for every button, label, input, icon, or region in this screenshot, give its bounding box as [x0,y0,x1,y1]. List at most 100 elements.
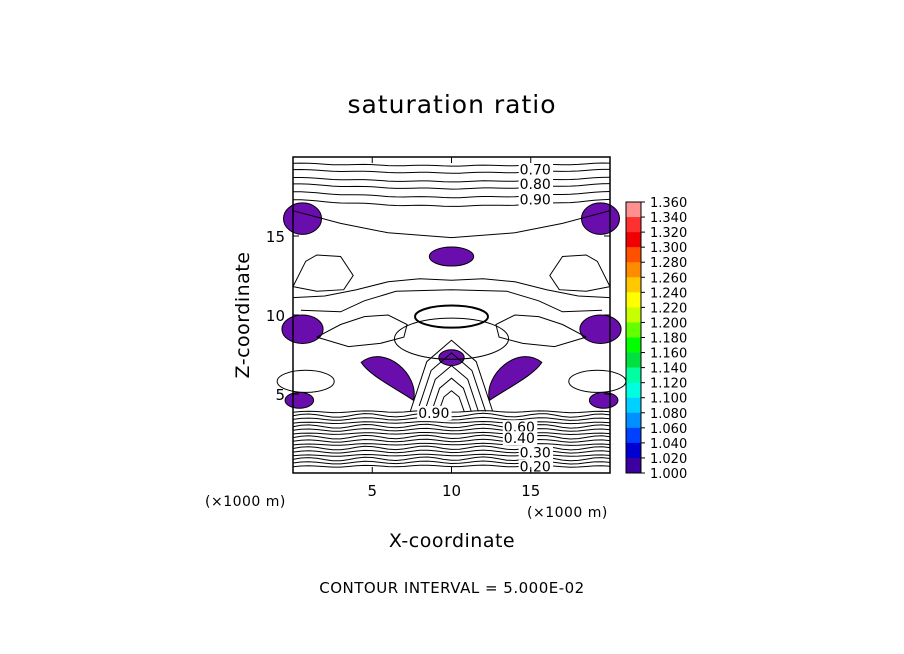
x-tick-label-10: 10 [442,482,461,500]
x-tick-label-15: 15 [521,482,540,500]
lower-contour-0 [292,464,611,468]
colorbar-label-12: 1.120 [650,377,687,392]
colorbar-label-3: 1.300 [650,241,687,256]
contour-label-bg-5 [502,431,538,446]
contour-label-bg-1 [518,176,554,191]
y-axis-ticks: 5 10 15 [266,228,610,404]
updraft-contour-2 [424,364,479,412]
colorbar-label-5: 1.260 [650,271,687,286]
y-tick-label-15: 15 [266,228,285,246]
contour-label-bg-2 [518,192,554,207]
upper-right-arch [549,254,611,292]
colorbar-label-13: 1.100 [650,392,687,407]
contour-label-bg-0 [518,162,554,177]
contour-label-7: 0.20 [520,460,551,476]
contour-label-5: 0.40 [504,431,535,447]
lower-contour-5 [292,445,611,451]
contour-label-bg-4 [502,420,538,435]
lower-contour-4 [292,449,611,454]
colorbar-swatch-1 [626,217,641,233]
supersaturated-region-5 [438,349,465,367]
contour-labels: 0.700.800.900.900.600.400.300.20 [417,162,554,476]
colorbar-label-7: 1.220 [650,301,687,316]
dome-contour-top [292,210,611,239]
contour-label-3: 0.90 [418,406,449,422]
lower-contour-1 [292,460,611,465]
colorbar-swatch-7 [626,307,641,323]
colorbar-swatch-5 [626,277,641,293]
contour-lines [276,162,627,468]
lower-contour-12 [292,420,611,425]
central-oval-outer-contour [393,317,510,360]
x-axis-ticks: 5 10 15 [367,157,540,500]
left-cell-contour [316,314,408,348]
colorbar-label-4: 1.280 [650,256,687,271]
supersaturated-region-4 [579,314,622,344]
contour-label-1: 0.80 [520,177,551,193]
colorbar-label-8: 1.200 [650,316,687,331]
x-unit-label-right: (×1000 m) [527,505,608,521]
colorbar-swatch-10 [626,352,641,368]
colorbar-label-6: 1.240 [650,286,687,301]
contour-label-bg-3 [417,405,452,420]
colorbar-label-1: 1.340 [650,211,687,226]
chart-title: saturation ratio [347,90,556,119]
contour-label-bg-7 [518,459,554,474]
upper-contour-0 [292,162,611,167]
y-tick-label-10: 10 [266,307,285,325]
plot-area: 0.700.800.900.900.600.400.300.20 [276,156,627,476]
supersaturated-region-7 [588,391,619,409]
contour-label-6: 0.30 [520,445,551,461]
lower-contour-6 [292,442,611,446]
colorbar-swatch-11 [626,367,641,383]
colorbar-swatch-4 [626,262,641,278]
colorbar-swatch-12 [626,382,641,399]
colorbar-swatch-3 [626,247,641,263]
upper-contour-5 [292,198,611,207]
colorbar-label-2: 1.320 [650,226,687,241]
contour-interval-note: CONTOUR INTERVAL = 5.000E-02 [319,579,584,597]
lower-contour-9 [292,431,611,436]
colorbar-label-10: 1.160 [650,347,687,362]
upper-left-arch [292,254,354,292]
colorbar-swatch-14 [626,412,641,429]
lower-contour-8 [292,434,611,440]
contour-label-0: 0.70 [520,163,551,179]
colorbar-swatch-13 [626,397,641,414]
upper-contour-3 [293,183,611,190]
left-low-contour [276,369,335,393]
colorbar-label-0: 1.360 [650,196,687,211]
upper-contour-1 [292,168,610,174]
colorbar: 1.3601.3401.3201.3001.2801.2601.2401.220… [625,196,687,482]
colorbar-label-18: 1.000 [650,467,687,482]
colorbar-label-17: 1.020 [650,452,687,467]
plot-background [293,157,610,473]
colorbar-label-15: 1.060 [650,422,687,437]
x-tick-label-5: 5 [367,482,377,500]
supersaturated-region-3 [281,314,324,344]
colorbar-swatch-16 [626,442,641,459]
central-oval-contour [414,304,489,329]
updraft-contour-0 [409,339,494,412]
upper-contour-2 [293,176,611,183]
colorbar-swatch-17 [626,457,641,474]
updraft-contour-3 [431,377,472,412]
y-axis-label: Z-coordinate [232,252,254,379]
colorbar-swatch-15 [626,427,641,444]
colorbar-label-14: 1.080 [650,407,687,422]
updraft-contour-1 [416,352,487,412]
colorbar-swatch-2 [626,232,641,248]
x-unit-label-left: (×1000 m) [205,494,286,510]
colorbar-label-16: 1.040 [650,437,687,452]
colorbar-swatch-9 [626,337,641,353]
envelope-contour-1 [292,278,611,299]
lower-contour-10 [292,427,611,432]
x-axis-label: X-coordinate [389,530,515,552]
supersaturated-region-1 [580,202,621,235]
supersaturated-region-2 [428,246,475,267]
colorbar-swatch-8 [626,322,641,338]
upper-contour-4 [293,191,611,199]
colorbar-swatch-6 [626,292,641,308]
lower-contour-3 [292,453,611,457]
